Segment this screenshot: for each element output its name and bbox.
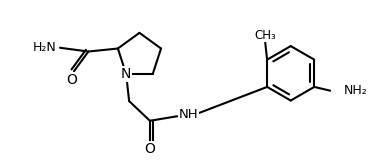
Text: N: N [121,67,131,81]
Text: O: O [67,72,78,87]
Text: H₂N: H₂N [32,41,56,54]
Text: O: O [144,142,155,156]
Text: NH: NH [179,108,199,121]
Text: CH₃: CH₃ [255,29,276,42]
Text: NH₂: NH₂ [343,84,367,97]
